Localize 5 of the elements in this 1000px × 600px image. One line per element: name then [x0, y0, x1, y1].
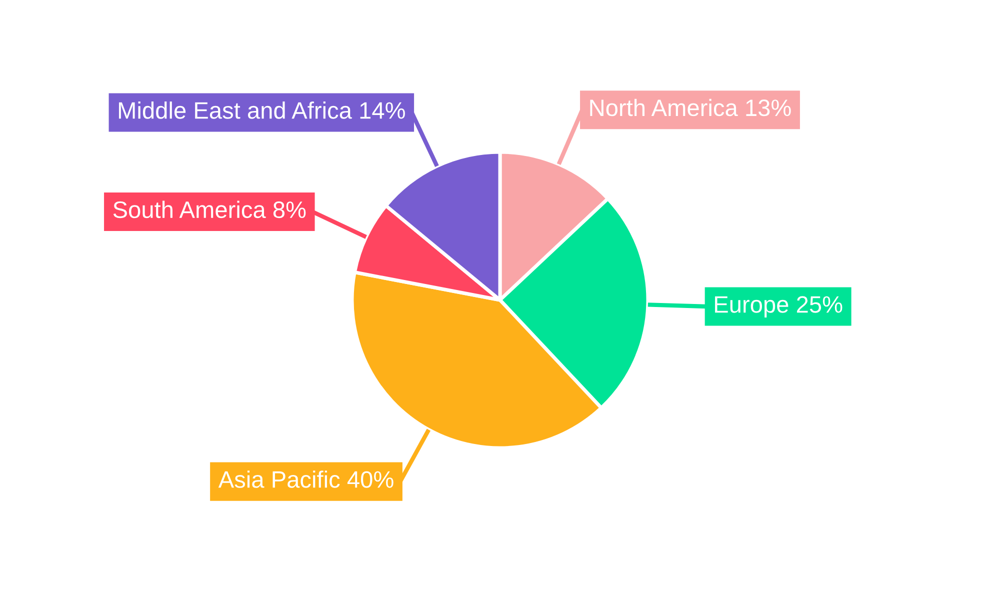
- slice-label: Asia Pacific 40%: [218, 470, 394, 488]
- slice-label: South America 8%: [113, 200, 306, 218]
- slice-label: North America 13%: [590, 98, 791, 116]
- slice-label: Middle East and Africa 14%: [118, 102, 405, 119]
- slice-label: Europe 25%: [715, 296, 842, 318]
